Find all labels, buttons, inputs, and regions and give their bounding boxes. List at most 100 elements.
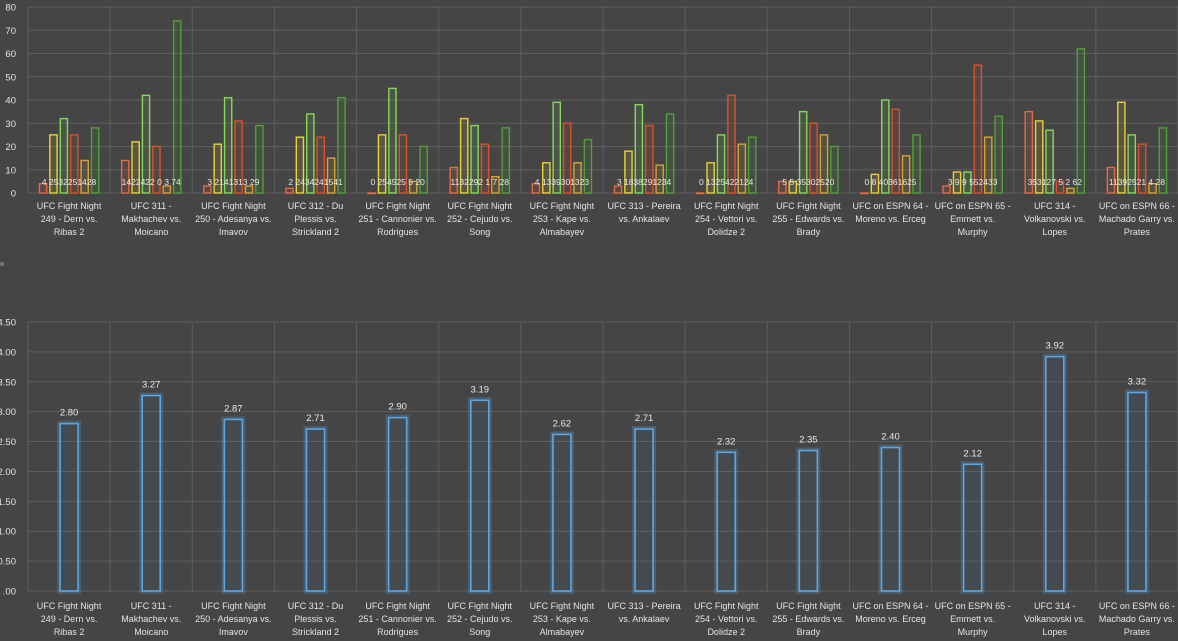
bar-data-label: 11392521 4 28 — [1109, 177, 1165, 187]
series-6-bar — [337, 96, 346, 194]
series-2-bar — [788, 180, 798, 194]
avg-bar-glow — [714, 449, 739, 594]
bar-data-label: 3 2141313 29 — [207, 177, 259, 187]
bar-data-label: 2.87 — [224, 403, 243, 414]
series-2-bar — [1034, 120, 1044, 194]
series-3-bar — [634, 103, 644, 194]
x-tick-label: vs. Ankalaev — [619, 614, 670, 624]
series-6-bar — [255, 124, 264, 194]
x-tick-label: Makhachev vs. — [121, 214, 181, 224]
series-4-bar — [316, 136, 326, 194]
x-tick-label: UFC Fight Night — [694, 601, 759, 611]
series-3-bar — [1127, 134, 1137, 194]
bar-data-label: 2 2434241541 — [288, 177, 343, 187]
x-tick-label: 255 - Edwards vs. — [772, 214, 844, 224]
x-tick-label: Strickland 2 — [292, 627, 339, 637]
x-tick-label: Brady — [797, 227, 821, 237]
series-4-bar — [809, 122, 818, 194]
x-tick-label: UFC on ESPN 65 - — [935, 201, 1011, 211]
series-6-bar — [1076, 48, 1086, 194]
bar-data-label: 2.71 — [635, 413, 654, 424]
series-6-bar — [994, 115, 1003, 194]
x-tick-label: 253 - Kape vs. — [533, 214, 591, 224]
y-tick-label: 0 — [11, 189, 16, 200]
series-1-bar — [1106, 166, 1116, 194]
bar-data-label: 5 5 35302520 — [782, 177, 834, 187]
x-tick-label: UFC 311 - — [131, 601, 172, 611]
x-tick-label: UFC Fight Night — [201, 201, 266, 211]
series-4-bar — [1137, 143, 1147, 194]
x-tick-label: UFC 311 - — [131, 201, 172, 211]
avg-bar-glow — [878, 444, 903, 594]
series-5-bar — [573, 162, 582, 194]
x-tick-label: Almabayev — [540, 627, 585, 637]
x-tick-label: Imavov — [219, 627, 249, 637]
series-2-bar — [952, 171, 962, 194]
x-tick-label: 254 - Vettori vs. — [695, 214, 758, 224]
x-tick-label: UFC Fight Night — [530, 601, 595, 611]
x-tick-label: Rodrigues — [377, 227, 419, 237]
series-1-bar — [120, 159, 130, 194]
x-tick-label: UFC Fight Night — [776, 601, 841, 611]
avg-rating-bar — [59, 422, 79, 592]
avg-bar-glow — [385, 414, 410, 595]
series-1-bar — [449, 166, 459, 194]
series-5-bar — [80, 159, 89, 194]
series-6-bar — [912, 134, 921, 194]
avg-bar-glow — [1124, 389, 1149, 594]
series-6-bar — [172, 20, 182, 194]
x-tick-label: Brady — [797, 627, 821, 637]
x-tick-label: 250 - Adesanya vs. — [195, 614, 272, 624]
avg-rating-bar — [716, 451, 737, 592]
series-4-bar — [398, 134, 408, 194]
series-6-bar — [1158, 127, 1168, 194]
series-3-bar — [223, 96, 233, 194]
x-tick-label: UFC Fight Night — [37, 601, 102, 611]
x-tick-label: UFC 314 - — [1034, 601, 1076, 611]
series-3-bar — [1045, 129, 1054, 194]
series-1-bar — [285, 187, 294, 194]
x-tick-label: UFC Fight Night — [448, 601, 513, 611]
x-tick-label: UFC 313 - Pereira — [608, 601, 681, 611]
y-tick-label: 70 — [5, 26, 16, 37]
x-tick-label: UFC Fight Night — [448, 201, 513, 211]
avg-rating-bar — [1044, 355, 1065, 592]
x-tick-label: 249 - Dern vs. — [41, 214, 98, 224]
x-tick-label: Song — [469, 627, 490, 637]
bar-data-label: 4 2532251428 — [42, 177, 97, 187]
bar-data-label: 2.40 — [881, 432, 900, 443]
avg-bar-glow — [632, 426, 657, 594]
avg-bar-glow — [796, 447, 821, 594]
x-tick-label: 252 - Cejudo vs. — [447, 614, 513, 624]
series-3-bar — [963, 171, 972, 194]
x-tick-label: Emmett vs. — [950, 614, 995, 624]
series-4-bar — [1055, 180, 1065, 194]
x-tick-label: Murphy — [958, 627, 989, 637]
series-2-bar — [295, 136, 305, 194]
series-2-bar — [1117, 101, 1126, 194]
series-5-bar — [655, 164, 664, 194]
series-5-bar — [326, 157, 336, 194]
y-tick-label: 40 — [5, 96, 16, 107]
series-3-bar — [388, 87, 397, 194]
avg-rating-bar — [141, 394, 162, 592]
series-1-bar — [942, 185, 951, 194]
y-tick-label: 60 — [5, 49, 16, 60]
x-tick-label: Imavov — [219, 227, 249, 237]
bar-data-label: 2.80 — [60, 408, 79, 419]
x-tick-label: 252 - Cejudo vs. — [447, 214, 513, 224]
series-4-bar — [234, 120, 243, 194]
series-2-bar — [706, 162, 715, 194]
x-tick-label: UFC Fight Night — [201, 601, 266, 611]
avg-rating-bar — [305, 428, 326, 592]
y-tick-label: .00 — [3, 587, 16, 598]
x-tick-label: UFC on ESPN 64 - — [852, 201, 928, 211]
y-tick-label: 4.00 — [0, 347, 16, 358]
x-tick-label: UFC on ESPN 65 - — [935, 601, 1011, 611]
bar-data-label: 2.62 — [553, 418, 572, 429]
series-6-bar — [747, 136, 757, 194]
avg-bar-glow — [139, 392, 164, 594]
x-tick-label: Makhachev vs. — [121, 614, 181, 624]
bar-data-label: 4 1339301323 — [535, 177, 590, 187]
